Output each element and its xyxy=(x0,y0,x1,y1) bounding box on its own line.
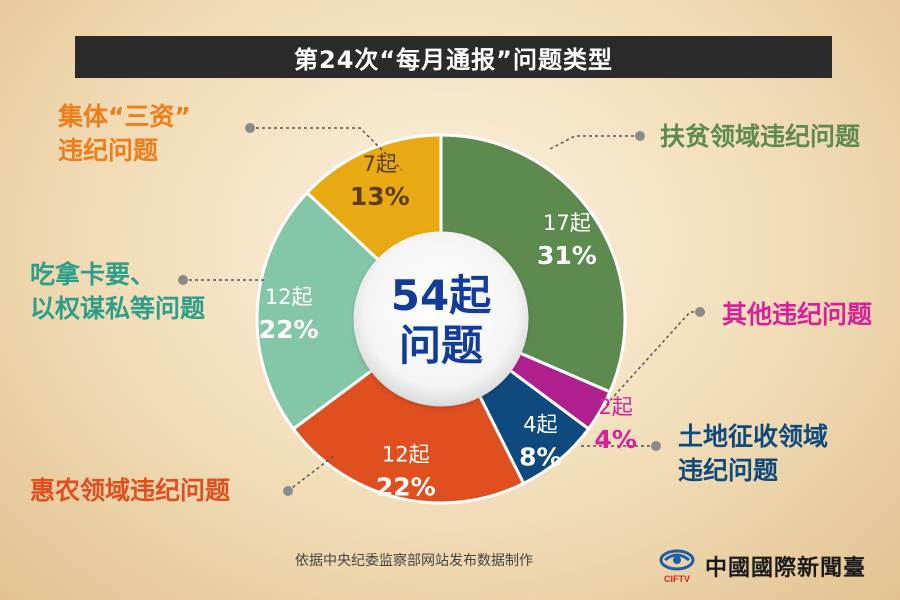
slice-category-label: 惠农领域违纪问题 xyxy=(30,474,230,508)
slice-category-label: 集体“三资” 违纪问题 xyxy=(58,100,191,168)
slice-category-label: 吃拿卡要、以权谋私等问题 xyxy=(30,258,205,326)
leader-dot xyxy=(695,307,705,317)
slice-percent-label: 22% xyxy=(259,315,319,344)
leader-line xyxy=(547,135,640,151)
leader-line xyxy=(287,454,336,492)
slice-count-label: 7起 xyxy=(363,152,397,176)
slice-count-label: 4起 xyxy=(523,412,557,436)
leader-line xyxy=(250,127,403,171)
slice-percent-label: 22% xyxy=(376,473,436,502)
slice-category-label: 土地征收领域 违纪问题 xyxy=(678,420,828,488)
slice-category-label: 其他违纪问题 xyxy=(722,298,872,332)
slice-percent-label: 8% xyxy=(519,442,561,471)
cibn-logo: CIFTV 中國國際新聞臺 xyxy=(655,548,866,584)
center-hole xyxy=(355,233,527,405)
leader-dot xyxy=(245,123,255,133)
slice-category-line: 土地征收领域 xyxy=(678,422,829,451)
slice-count-label: 2起 xyxy=(598,395,632,419)
page-title: 第24次“每月通报”问题类型 xyxy=(75,36,832,78)
leader-dot xyxy=(651,441,661,451)
slice-category-line: 违纪问题 xyxy=(58,136,159,165)
slice-category-label: 扶贫领域违纪问题 xyxy=(660,120,860,154)
slice-category-line: 惠农领域违纪问题 xyxy=(30,476,231,505)
source-note: 依据中央纪委监察部网站发布数据制作 xyxy=(295,553,533,569)
leader-dot xyxy=(178,275,188,285)
slice-category-line: 以权谋私等问题 xyxy=(30,294,206,323)
slice-percent-label: 31% xyxy=(537,241,597,270)
slice-count-label: 12起 xyxy=(382,443,430,467)
slice-count-label: 17起 xyxy=(543,211,591,235)
slice-percent-label: 13% xyxy=(350,182,410,211)
slice-category-line: 违纪问题 xyxy=(678,456,779,485)
slice-category-line: 吃拿卡要、 xyxy=(30,260,156,289)
slice-category-line: 集体“三资” xyxy=(58,102,191,131)
slice-count-label: 12起 xyxy=(265,285,313,309)
slice-category-line: 扶贫领域违纪问题 xyxy=(660,122,861,151)
logo-swirl-icon: CIFTV xyxy=(655,548,699,584)
pie-slice xyxy=(305,133,443,263)
slice-percent-label: 4% xyxy=(594,425,636,454)
logo-abbr: CIFTV xyxy=(664,574,690,584)
center-caption: 问题 xyxy=(399,321,483,370)
slice-category-line: 其他违纪问题 xyxy=(722,300,873,329)
center-total: 54起 xyxy=(391,271,492,320)
leader-dot xyxy=(283,486,293,496)
leader-dot xyxy=(635,131,645,141)
logo-text: 中國國際新聞臺 xyxy=(705,556,867,581)
